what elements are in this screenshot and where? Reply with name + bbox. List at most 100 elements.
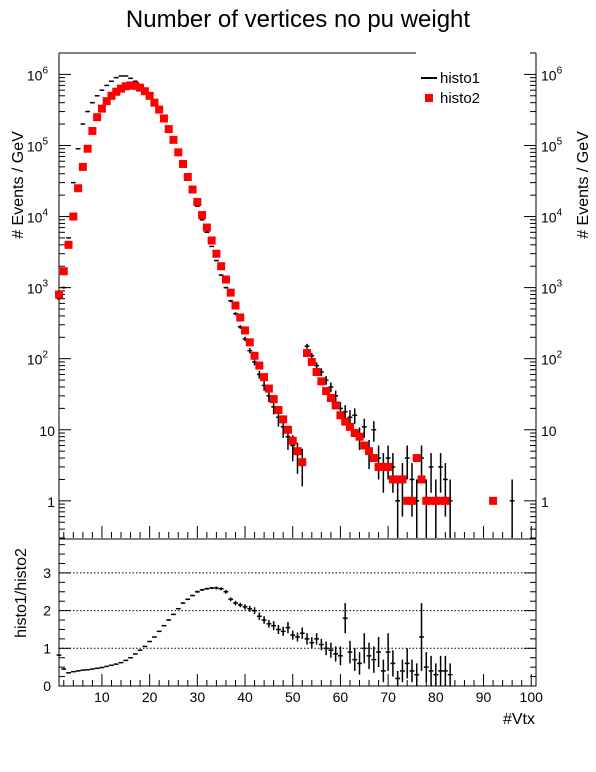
ratio-x-axis-ticks: 10 20 30 40 50 60 70 80 90 100	[63, 674, 544, 705]
tick-exponent: 5	[557, 136, 563, 147]
histo2-point	[269, 395, 278, 404]
top-left-y-tick-label: 106	[27, 65, 49, 83]
histo2-point	[159, 114, 168, 123]
histo2-point	[331, 401, 340, 410]
x-tick-label: 60	[333, 689, 349, 705]
histo2-point	[350, 429, 359, 438]
ratio-plot-frame	[58, 538, 537, 687]
histo2-point	[388, 475, 397, 484]
histo2-point	[260, 373, 269, 382]
histo2-point	[489, 496, 498, 505]
histo2-point	[293, 447, 302, 456]
x-tick-label: 80	[428, 689, 444, 705]
histo2-series	[55, 81, 498, 505]
histo2-point	[255, 361, 264, 370]
histo2-point	[431, 496, 440, 505]
histo2-point	[241, 326, 250, 335]
ratio-y-tick-label: 0	[43, 678, 51, 694]
histo2-point	[193, 198, 202, 207]
histo2-point	[145, 91, 154, 100]
top-right-y-tick-label: 1	[541, 494, 549, 510]
x-tick-label: 70	[380, 689, 396, 705]
histo2-point	[69, 212, 78, 221]
histo2-point	[188, 185, 197, 194]
histo2-point	[55, 290, 63, 299]
histo2-point	[236, 313, 245, 322]
ratio-y-tick-label: 3	[43, 565, 51, 581]
histo2-point	[403, 496, 412, 505]
histo2-point	[231, 301, 240, 310]
histo2-point	[112, 87, 121, 96]
histo2-point	[398, 475, 407, 484]
histo2-point	[417, 475, 426, 484]
ratio-grid	[59, 572, 536, 649]
histo2-point	[355, 432, 364, 441]
histo1-series	[56, 75, 515, 538]
histo2-point	[117, 84, 126, 93]
histo2-point	[384, 462, 393, 471]
histo2-point	[345, 422, 354, 431]
histo2-point	[169, 135, 178, 144]
top-right-y-tick-label: 102	[541, 350, 563, 368]
x-tick-label: 30	[190, 689, 206, 705]
histo2-point	[427, 496, 436, 505]
histo2-point	[221, 275, 230, 284]
top-left-y-tick-label: 105	[27, 136, 49, 154]
top-left-y-tick-label: 10	[39, 423, 55, 439]
tick-exponent: 3	[42, 279, 48, 290]
histo2-point	[183, 173, 192, 182]
chart-title: Number of vertices no pu weight	[126, 6, 471, 33]
histo2-point	[341, 417, 350, 426]
top-left-y-tick-label: 102	[27, 350, 49, 368]
histo2-point	[226, 288, 235, 297]
histo2-point	[317, 377, 326, 386]
histo2-point	[93, 113, 102, 122]
histo2-point	[83, 144, 92, 153]
histo2-point	[303, 349, 312, 358]
top-right-y-tick-label: 106	[541, 65, 563, 83]
histo2-point	[59, 267, 68, 276]
histo2-point	[288, 436, 297, 445]
legend: histo1 histo2	[421, 70, 480, 107]
top-right-y-tick-label: 105	[541, 136, 563, 154]
ratio-y-axis-ticks: 0 1 2 3	[43, 544, 536, 694]
histo2-point	[274, 405, 283, 414]
histo2-point	[126, 81, 135, 90]
x-tick-label: 50	[285, 689, 301, 705]
histo2-point	[174, 148, 183, 157]
histo2-point	[283, 425, 292, 434]
histo2-point	[217, 262, 226, 271]
histo2-point	[379, 462, 388, 471]
top-left-y-tick-label: 103	[27, 279, 49, 297]
histo2-point	[150, 98, 159, 107]
histo2-point	[136, 83, 145, 92]
top-y-axis-ticks: 1 1 10 10 102 102 103 103 104 104 105 105 106 106	[27, 52, 563, 539]
x-tick-label: 100	[520, 689, 544, 705]
tick-exponent: 4	[557, 208, 563, 219]
histo2-point	[212, 249, 221, 258]
histo2-point	[78, 162, 87, 171]
histo2-point	[436, 496, 445, 505]
tick-exponent: 3	[557, 279, 563, 290]
histo2-point	[407, 496, 416, 505]
histo2-point	[245, 338, 254, 347]
histo2-point	[102, 97, 111, 106]
histo2-point	[64, 240, 73, 249]
histo2-point	[307, 357, 316, 366]
x-tick-label: 40	[237, 689, 253, 705]
top-left-y-tick-label: 1	[47, 494, 55, 510]
x-tick-label: 20	[142, 689, 158, 705]
histo2-point	[326, 393, 335, 402]
histo2-point	[422, 496, 431, 505]
histo2-point	[441, 496, 450, 505]
histo2-point	[140, 87, 149, 96]
histo2-point	[312, 367, 321, 376]
top-left-y-axis-label: # Events / GeV	[10, 131, 27, 239]
histo2-point	[121, 82, 130, 91]
histo2-point	[88, 126, 97, 135]
histo2-point	[264, 384, 273, 393]
histo2-point	[155, 105, 164, 114]
histo2-point	[250, 351, 259, 360]
top-right-y-axis-label: # Events / GeV	[575, 131, 592, 239]
